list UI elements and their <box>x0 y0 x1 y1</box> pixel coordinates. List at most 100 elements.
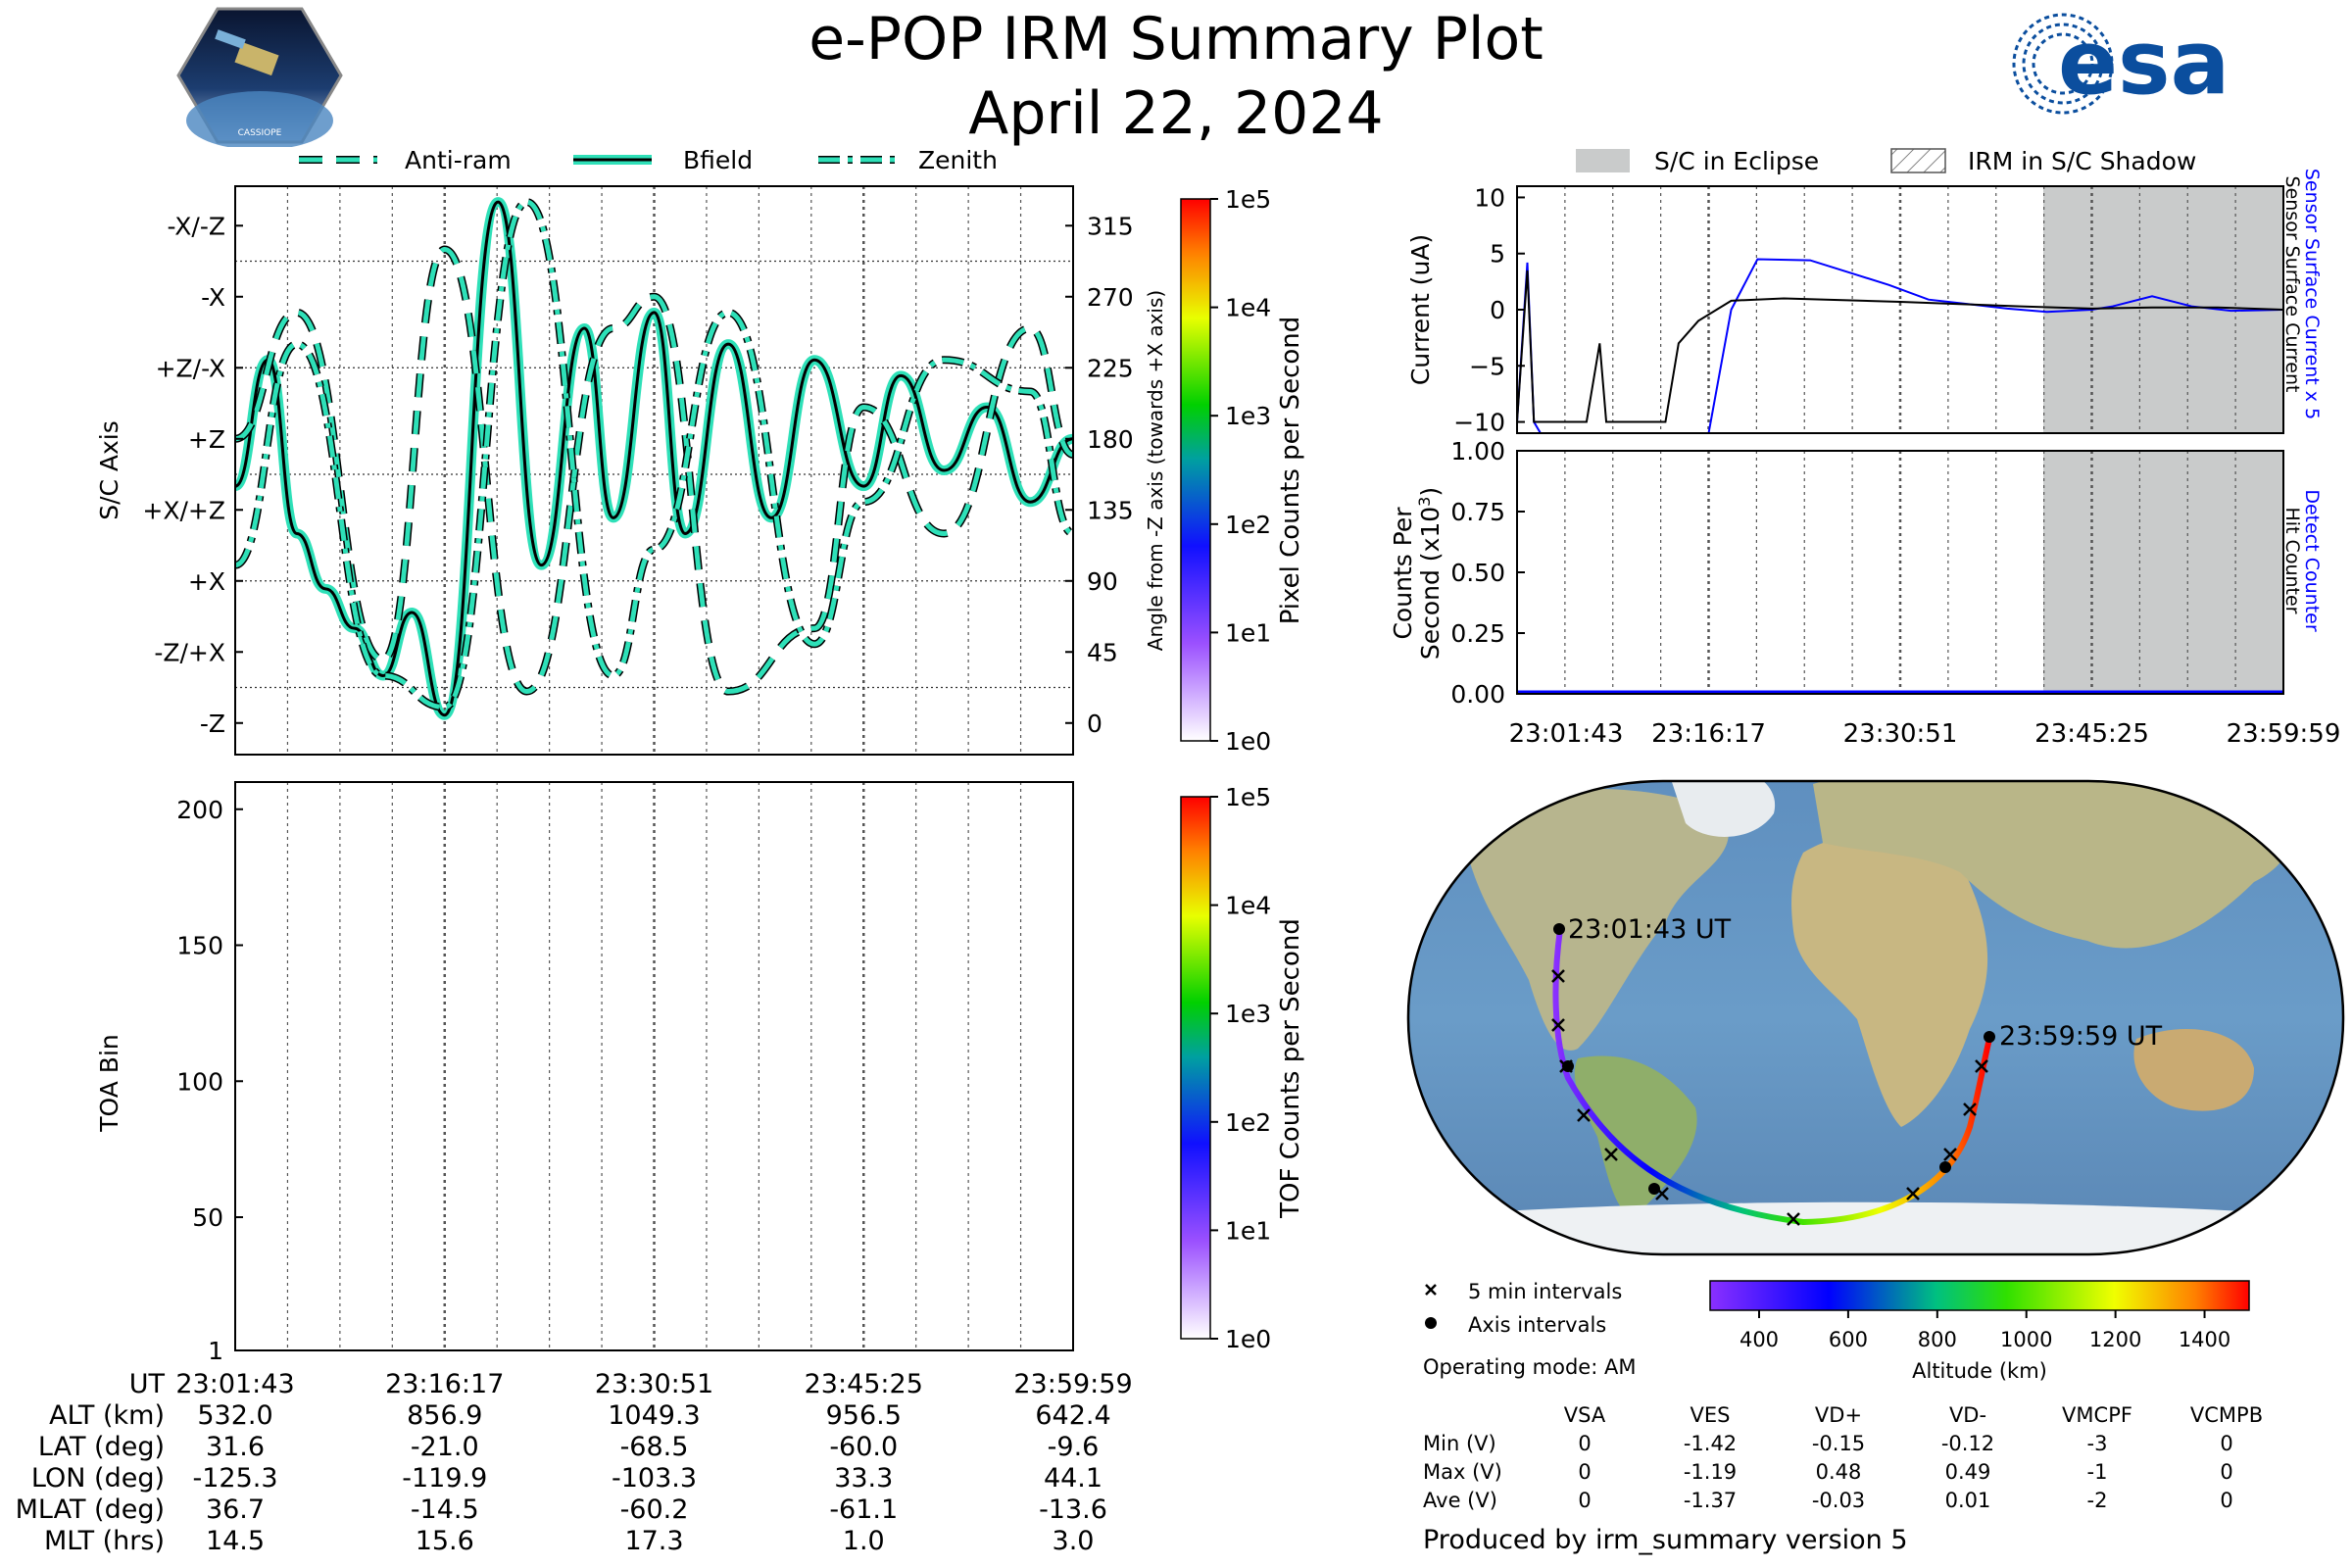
altitude-colorbar-ticks: 400 600 800 1000 1200 1400 <box>1740 1310 2230 1351</box>
ephemeris-value: 1.0 <box>843 1526 885 1556</box>
angle-tick-label: 315 <box>1087 212 1134 240</box>
toa-tick-label: 150 <box>176 932 223 960</box>
counts-panel: 1.00 0.75 0.50 0.25 0.00 Counts Per Second (… <box>1389 437 2340 749</box>
ephemeris-value: -60.2 <box>620 1494 689 1525</box>
voltage-value: 0 <box>1578 1432 1591 1455</box>
ephemeris-value: -61.1 <box>829 1494 898 1525</box>
colorbar-tick-label: 1e5 <box>1225 185 1271 214</box>
voltage-value: -3 <box>2087 1432 2108 1455</box>
current-traces <box>1517 258 2283 433</box>
ephemeris-value: -9.6 <box>1048 1432 1100 1462</box>
ephemeris-row-label: MLT (hrs) <box>44 1526 165 1556</box>
pixel-colorbar-gradient <box>1180 198 1211 742</box>
map-south-america <box>1574 1055 1697 1216</box>
pixel-colorbar-label: Pixel Counts per Second <box>1276 317 1305 625</box>
voltage-column-header: VSA <box>1564 1403 1606 1427</box>
map-africa <box>1791 831 1988 1127</box>
current-tick-label: 10 <box>1474 183 1505 212</box>
voltage-value: -0.12 <box>1941 1432 1994 1455</box>
ephemeris-value: 44.1 <box>1044 1463 1102 1494</box>
colorbar-tick-label: 1e3 <box>1225 1000 1271 1028</box>
orbit-end-label: 23:59:59 UT <box>1999 1021 2163 1052</box>
anti-ram-line <box>235 246 1073 695</box>
marker-x <box>1787 1212 1800 1226</box>
voltage-row-label: Min (V) <box>1423 1432 1496 1455</box>
sc-axis-tick-label: +Z/-X <box>156 354 225 382</box>
marker-x <box>1551 1018 1565 1032</box>
map-antarctica <box>1450 1201 2313 1254</box>
legend-zenith-label: Zenith <box>918 146 998 174</box>
five-min-markers <box>1551 969 1988 1226</box>
sc-axis-tick-label: -X <box>201 283 225 312</box>
pixel-colorbar-ticks: 1e0 1e1 1e2 1e3 1e4 1e5 <box>1210 185 1271 756</box>
angle-tick-label: 180 <box>1087 425 1134 454</box>
current-ticks: 10 5 0 −5 −10 <box>1453 183 1525 437</box>
counts-time-label: 23:45:25 <box>2034 719 2149 749</box>
map-greenland <box>1666 781 1776 837</box>
ephemeris-value: -103.3 <box>612 1463 697 1494</box>
ephemeris-value: -14.5 <box>411 1494 479 1525</box>
esa-logo-text: esa <box>2058 12 2230 115</box>
voltage-column-header: VES <box>1690 1403 1731 1427</box>
angle-tick-label: 0 <box>1087 710 1102 738</box>
counts-time-label: 23:30:51 <box>1843 719 1958 749</box>
voltage-table: VSA VES VD+ VD- VMCPF VCMPB Min (V) 0 -1.42 -0.15… <box>1423 1403 2263 1512</box>
voltage-value: 0.49 <box>1945 1460 1991 1484</box>
colorbar-tick-label: 1e4 <box>1225 892 1271 920</box>
ephemeris-value: -21.0 <box>411 1432 479 1462</box>
ephemeris-value: 15.6 <box>416 1526 474 1556</box>
angle-axis-label: Angle from -Z axis (towards +X axis) <box>1144 290 1167 651</box>
marker-x <box>1906 1187 1920 1200</box>
ephemeris-row-label: LON (deg) <box>31 1463 165 1494</box>
marker-dot <box>1553 923 1565 935</box>
ephemeris-value: -119.9 <box>402 1463 487 1494</box>
ephemeris-table: UT 23:01:43 23:16:17 23:30:51 23:45:25 23:59:… <box>16 1369 1133 1556</box>
voltage-value: -1.42 <box>1684 1432 1737 1455</box>
sc-axis-tick-label: -Z <box>200 710 225 738</box>
map-border <box>1406 779 2345 1256</box>
voltage-value: 0 <box>2220 1460 2232 1484</box>
voltage-value: -0.15 <box>1812 1432 1865 1455</box>
tof-colorbar: 1e0 1e1 1e2 1e3 1e4 1e5 TOF Counts per Second <box>1180 783 1305 1353</box>
legend-bfield: Bfield <box>573 146 753 174</box>
ephemeris-value: 856.9 <box>407 1400 482 1431</box>
attitude-traces <box>235 197 1073 720</box>
voltage-value: -1.37 <box>1684 1489 1737 1512</box>
sc-axis-tick-label: +X/+Z <box>142 496 225 524</box>
sensor-current-x5-label: Sensor Surface Current x 5 <box>2301 169 2323 419</box>
altitude-tick-label: 1000 <box>2000 1328 2052 1351</box>
legend-x-marker <box>1425 1284 1437 1296</box>
marker-dot <box>1939 1161 1951 1173</box>
voltage-value: -0.03 <box>1812 1489 1865 1512</box>
sc-axis-tick-label: +X <box>188 567 225 596</box>
ephemeris-row-label: MLAT (deg) <box>16 1494 165 1525</box>
detect-counter-label: Detect Counter <box>2301 489 2323 632</box>
ephemeris-value: -125.3 <box>192 1463 277 1494</box>
ephemeris-value: 36.7 <box>206 1494 265 1525</box>
altitude-tick-label: 600 <box>1829 1328 1868 1351</box>
colorbar-tick-label: 1e3 <box>1225 402 1271 430</box>
pixel-colorbar: 1e0 1e1 1e2 1e3 1e4 1e5 Pixel Counts per Seco… <box>1180 185 1305 756</box>
altitude-tick-label: 800 <box>1918 1328 1957 1351</box>
altitude-colorbar-gradient <box>1709 1280 2250 1311</box>
legend-eclipse-label: S/C in Eclipse <box>1654 147 1819 175</box>
sc-axis-tick-label: +Z <box>188 425 225 454</box>
hit-counter-label: Hit Counter <box>2281 508 2303 614</box>
legend-shadow-swatch <box>1890 148 1946 173</box>
eclipse-shade-counts <box>2043 451 2283 694</box>
title-line-1: e-POP IRM Summary Plot <box>808 5 1544 74</box>
legend-5min-label: 5 min intervals <box>1468 1280 1622 1303</box>
ephemeris-row-label: ALT (km) <box>49 1400 165 1431</box>
sc-axis-tick-label: -X/-Z <box>168 212 225 240</box>
colorbar-tick-label: 1e0 <box>1225 727 1271 756</box>
ephemeris-value: 33.3 <box>834 1463 893 1494</box>
map-australia <box>2133 1029 2254 1111</box>
current-tick-label: 0 <box>1490 296 1505 324</box>
map-north-america <box>1470 789 1730 1051</box>
counts-time-label: 23:16:17 <box>1651 719 1766 749</box>
ut-value: 23:45:25 <box>805 1369 923 1399</box>
logo-text: CASSIOPE <box>238 128 282 138</box>
